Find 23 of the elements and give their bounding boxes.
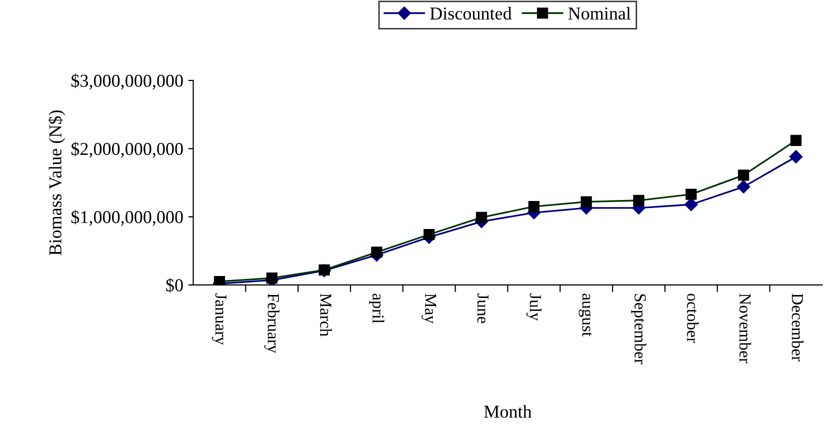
point bbox=[789, 150, 803, 164]
x-tick-label: September bbox=[631, 294, 646, 364]
x-tick-label: July bbox=[526, 293, 542, 321]
legend-label: Nominal bbox=[568, 6, 631, 20]
x-tick-label: october bbox=[686, 294, 699, 343]
x-tick-label: august bbox=[578, 294, 592, 337]
x-tick-label: November bbox=[739, 294, 752, 364]
x-tick-label: March bbox=[320, 294, 332, 336]
x-tick-label: February bbox=[264, 294, 280, 354]
y-tick-label: $2,000,000,000 bbox=[71, 142, 183, 158]
point bbox=[684, 198, 698, 212]
y-tick-label: $0 bbox=[166, 278, 183, 293]
x-axis-title: Month bbox=[484, 405, 532, 418]
x-tick-label: april bbox=[369, 294, 384, 324]
x-tick-label: May bbox=[422, 294, 436, 324]
y-tick-label: $3,000,000,000 bbox=[71, 74, 183, 90]
legend-label: Discounted bbox=[430, 6, 512, 20]
y-axis-title: Biomass Value (N$) bbox=[48, 110, 66, 256]
point bbox=[736, 180, 750, 194]
x-tick-label: June bbox=[477, 293, 488, 324]
y-tick-label: $1,000,000,000 bbox=[71, 210, 183, 226]
x-tick-label: January bbox=[212, 293, 226, 345]
x-tick-label: December bbox=[792, 294, 804, 362]
